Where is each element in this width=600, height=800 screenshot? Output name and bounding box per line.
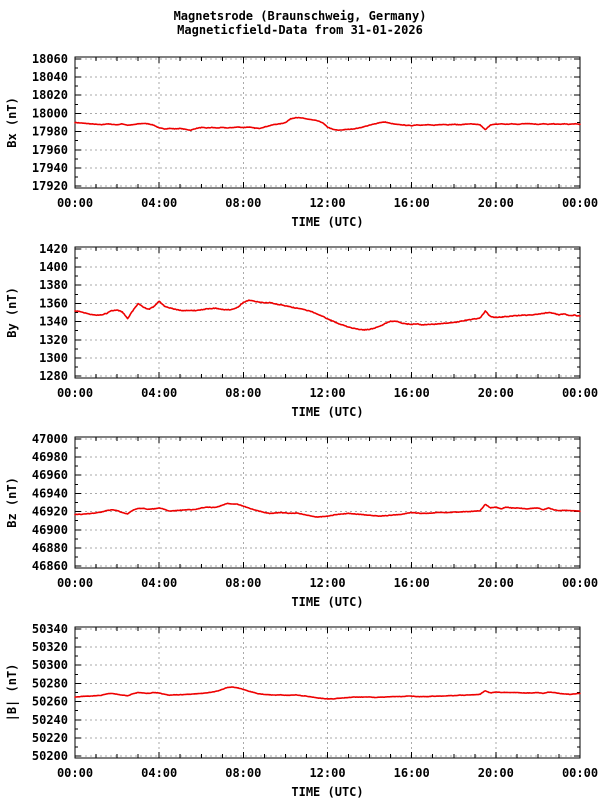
labels-bx: 17920 17940 17960 17980 18000 18020 18040 18060… bbox=[5, 52, 598, 229]
gridlines-bx bbox=[75, 57, 580, 188]
y-tick-label: 1400 bbox=[39, 260, 68, 274]
labels-bz: 46860 46880 46900 46920 46940 46960 46980 47000… bbox=[5, 432, 598, 609]
x-tick-label: 08:00 bbox=[225, 766, 261, 780]
page-header: Magnetsrode (Braunschweig, Germany) Magn… bbox=[0, 0, 600, 45]
x-tick-label: 00:00 bbox=[562, 196, 598, 210]
y-axis-title: Bz (nT) bbox=[5, 477, 19, 528]
y-tick-label: 1420 bbox=[39, 242, 68, 256]
x-tick-label: 08:00 bbox=[225, 196, 261, 210]
x-axis-title: TIME (UTC) bbox=[291, 595, 363, 609]
chart-block-by: 1280 1300 1320 1340 1360 1380 1400 1420 00:00 04:… bbox=[0, 235, 600, 425]
x-tick-label: 16:00 bbox=[394, 386, 430, 400]
y-tick-label: 46940 bbox=[32, 486, 68, 500]
labels-by: 1280 1300 1320 1340 1360 1380 1400 1420 00:00 04:… bbox=[5, 242, 598, 419]
x-tick-label: 20:00 bbox=[478, 766, 514, 780]
chart-by-svg: 1280 1300 1320 1340 1360 1380 1400 1420 00:00 04:… bbox=[5, 242, 598, 419]
y-tick-label: 1360 bbox=[39, 296, 68, 310]
x-tick-label: 00:00 bbox=[57, 386, 93, 400]
page-subtitle: Magneticfield-Data from 31-01-2026 bbox=[177, 23, 423, 37]
y-tick-label: 50240 bbox=[32, 713, 68, 727]
chart-block-bz: 46860 46880 46900 46920 46940 46960 46980 47000… bbox=[0, 425, 600, 615]
axes-bz bbox=[74, 436, 581, 569]
chart-btotal-svg: 50200 50220 50240 50260 50280 50300 50320 50340… bbox=[5, 622, 598, 799]
x-axis-title: TIME (UTC) bbox=[291, 215, 363, 229]
x-tick-label: 20:00 bbox=[478, 576, 514, 590]
y-tick-label: 50340 bbox=[32, 622, 68, 636]
bx-series-line bbox=[74, 116, 581, 132]
chart-block-bx: 17920 17940 17960 17980 18000 18020 18040 18060… bbox=[0, 45, 600, 235]
page-title: Magnetsrode (Braunschweig, Germany) bbox=[173, 9, 427, 23]
y-tick-label: 18000 bbox=[32, 106, 68, 120]
gridlines-bz bbox=[75, 437, 580, 568]
x-tick-label: 00:00 bbox=[57, 196, 93, 210]
y-tick-label: 18020 bbox=[32, 88, 68, 102]
x-tick-label: 00:00 bbox=[562, 386, 598, 400]
by-series-line bbox=[74, 299, 581, 331]
y-tick-label: 50200 bbox=[32, 749, 68, 763]
y-tick-label: 46920 bbox=[32, 505, 68, 519]
chart-block-btotal: 50200 50220 50240 50260 50280 50300 50320 50340… bbox=[0, 615, 600, 800]
axes-btotal bbox=[74, 626, 581, 759]
y-axis-title: Bx (nT) bbox=[5, 97, 19, 148]
y-tick-label: 17980 bbox=[32, 125, 68, 139]
y-tick-label: 18060 bbox=[32, 52, 68, 66]
chart-bz-svg: 46860 46880 46900 46920 46940 46960 46980 47000… bbox=[5, 432, 598, 609]
y-tick-label: 50220 bbox=[32, 731, 68, 745]
y-tick-label: 18040 bbox=[32, 70, 68, 84]
x-tick-label: 00:00 bbox=[57, 766, 93, 780]
x-tick-label: 12:00 bbox=[309, 576, 345, 590]
chart-bx-svg: 17920 17940 17960 17980 18000 18020 18040 18060… bbox=[5, 52, 598, 229]
y-tick-label: 1320 bbox=[39, 333, 68, 347]
y-tick-label: 46860 bbox=[32, 559, 68, 573]
y-tick-label: 50260 bbox=[32, 695, 68, 709]
y-axis-title: |B| (nT) bbox=[5, 664, 19, 722]
x-tick-label: 16:00 bbox=[394, 766, 430, 780]
x-tick-label: 08:00 bbox=[225, 386, 261, 400]
y-tick-label: 17940 bbox=[32, 161, 68, 175]
x-tick-label: 20:00 bbox=[478, 386, 514, 400]
x-tick-label: 00:00 bbox=[57, 576, 93, 590]
axes-by bbox=[74, 246, 581, 379]
x-tick-label: 12:00 bbox=[309, 386, 345, 400]
y-tick-label: 50280 bbox=[32, 676, 68, 690]
x-tick-label: 00:00 bbox=[562, 576, 598, 590]
bz-series-line bbox=[74, 502, 581, 518]
x-axis-title: TIME (UTC) bbox=[291, 405, 363, 419]
y-tick-label: 1300 bbox=[39, 351, 68, 365]
x-tick-label: 04:00 bbox=[141, 386, 177, 400]
x-tick-label: 00:00 bbox=[562, 766, 598, 780]
x-tick-label: 16:00 bbox=[394, 576, 430, 590]
y-axis-title: By (nT) bbox=[5, 287, 19, 338]
x-axis-title: TIME (UTC) bbox=[291, 785, 363, 799]
x-tick-label: 04:00 bbox=[141, 576, 177, 590]
x-tick-label: 20:00 bbox=[478, 196, 514, 210]
y-tick-label: 50300 bbox=[32, 658, 68, 672]
x-tick-label: 12:00 bbox=[309, 766, 345, 780]
y-tick-label: 46900 bbox=[32, 523, 68, 537]
y-tick-label: 50320 bbox=[32, 640, 68, 654]
y-tick-label: 17920 bbox=[32, 179, 68, 193]
y-tick-label: 46880 bbox=[32, 541, 68, 555]
gridlines-by bbox=[75, 247, 580, 378]
labels-btotal: 50200 50220 50240 50260 50280 50300 50320 50340… bbox=[5, 622, 598, 799]
y-tick-label: 46960 bbox=[32, 468, 68, 482]
y-tick-label: 1380 bbox=[39, 278, 68, 292]
x-tick-label: 04:00 bbox=[141, 766, 177, 780]
x-tick-label: 16:00 bbox=[394, 196, 430, 210]
btotal-series-line bbox=[74, 686, 581, 700]
x-tick-label: 08:00 bbox=[225, 576, 261, 590]
x-tick-label: 04:00 bbox=[141, 196, 177, 210]
y-tick-label: 17960 bbox=[32, 143, 68, 157]
y-tick-label: 1280 bbox=[39, 369, 68, 383]
x-tick-label: 12:00 bbox=[309, 196, 345, 210]
y-tick-label: 47000 bbox=[32, 432, 68, 446]
y-tick-label: 1340 bbox=[39, 315, 68, 329]
y-tick-label: 46980 bbox=[32, 450, 68, 464]
